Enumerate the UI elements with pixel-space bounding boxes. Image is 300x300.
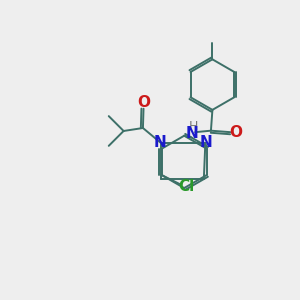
Text: H: H	[188, 120, 198, 133]
Text: N: N	[154, 135, 167, 150]
Text: O: O	[137, 95, 150, 110]
Text: N: N	[185, 126, 198, 141]
Text: N: N	[200, 135, 212, 150]
Text: O: O	[229, 125, 242, 140]
Text: Cl: Cl	[178, 179, 194, 194]
